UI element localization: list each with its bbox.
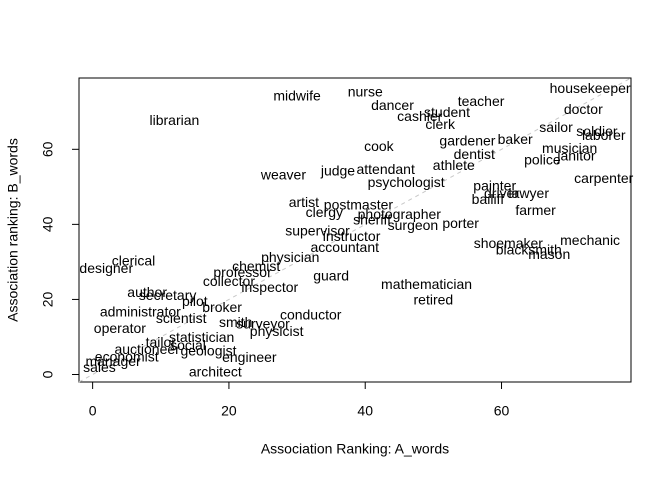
point-label: police xyxy=(524,151,561,167)
point-label: doctor xyxy=(564,101,603,117)
point-label: surveyor xyxy=(236,315,290,331)
y-tick-label: 0 xyxy=(40,370,56,378)
x-tick-label: 20 xyxy=(221,403,237,419)
point-label: laborer xyxy=(582,127,626,143)
point-label: sales xyxy=(83,359,116,375)
point-label: soldier xyxy=(576,123,618,139)
point-label: surgeon xyxy=(388,217,439,233)
reference-diagonal xyxy=(78,77,632,383)
point-label: teacher xyxy=(458,93,505,109)
point-label: athlete xyxy=(433,157,475,173)
point-label: geologist xyxy=(180,343,236,359)
point-label: broker xyxy=(202,299,242,315)
point-label: engineer xyxy=(222,349,277,365)
point-label: smith xyxy=(219,314,252,330)
point-label: weaver xyxy=(260,166,306,182)
point-label: clerk xyxy=(425,116,456,132)
point-label: psychologist xyxy=(368,174,445,190)
point-label: tailor xyxy=(146,334,177,350)
point-label: operator xyxy=(94,320,146,336)
point-label: blacksmith xyxy=(496,241,562,257)
point-label: shoemaker xyxy=(474,235,544,251)
point-label: postmaster xyxy=(324,196,394,212)
point-label: porter xyxy=(442,215,479,231)
point-label: collector xyxy=(203,273,255,289)
y-axis-title: Association ranking: B_words xyxy=(5,138,21,322)
point-label: farmer xyxy=(515,202,556,218)
point-label: clerical xyxy=(112,253,156,269)
point-label: student xyxy=(424,104,470,120)
point-label: painter xyxy=(473,178,516,194)
point-label: nurse xyxy=(348,84,383,100)
point-label: auctioneer xyxy=(114,341,180,357)
point-label: supervisor xyxy=(285,223,350,239)
point-label: photographer xyxy=(358,206,442,222)
point-label: inspector xyxy=(241,279,298,295)
point-label: attendant xyxy=(356,161,414,177)
point-label: sheriff xyxy=(353,211,391,227)
x-tick-label: 40 xyxy=(357,403,373,419)
point-label: sailor xyxy=(539,119,573,135)
point-label: baker xyxy=(498,131,533,147)
point-label: statistician xyxy=(169,329,234,345)
point-label: judge xyxy=(320,163,355,179)
point-label: chemist xyxy=(232,258,280,274)
point-label: dancer xyxy=(371,97,414,113)
point-label: janitor xyxy=(556,148,595,164)
point-label: mechanic xyxy=(560,232,620,248)
point-label: conductor xyxy=(280,306,342,322)
point-label: cook xyxy=(364,138,395,154)
point-label: gardener xyxy=(439,133,495,149)
point-label: midwife xyxy=(273,87,321,103)
point-label: professor xyxy=(213,264,272,280)
point-label: retired xyxy=(414,291,454,307)
point-label: designer xyxy=(79,260,133,276)
plot-frame xyxy=(78,77,632,383)
point-label: housekeeper xyxy=(550,80,631,96)
point-label: manager xyxy=(85,353,141,369)
point-label: pilot xyxy=(182,293,208,309)
point-label: social xyxy=(170,337,206,353)
point-label: architect xyxy=(189,363,242,379)
x-tick-label: 0 xyxy=(89,403,97,419)
point-label: physicist xyxy=(250,323,304,339)
point-label: economist xyxy=(95,348,159,364)
point-label: mathematician xyxy=(381,276,472,292)
point-label: bailiff xyxy=(472,191,505,207)
point-label: carpenter xyxy=(574,170,633,186)
point-label: cashier xyxy=(397,108,442,124)
x-tick-label: 60 xyxy=(494,403,510,419)
point-label: dentist xyxy=(454,146,495,162)
point-label: scientist xyxy=(156,310,207,326)
point-label: lawyer xyxy=(509,185,550,201)
point-label: physician xyxy=(261,249,319,265)
point-label: instructor xyxy=(323,228,381,244)
point-label: author xyxy=(127,284,167,300)
point-label: driver xyxy=(484,185,519,201)
point-label: musician xyxy=(542,140,597,156)
y-tick-label: 20 xyxy=(40,291,56,307)
point-label: accountant xyxy=(311,239,380,255)
point-label: clergy xyxy=(306,204,343,220)
point-label: guard xyxy=(313,268,349,284)
y-tick-label: 60 xyxy=(40,141,56,157)
y-tick-label: 40 xyxy=(40,216,56,232)
point-label: secretary xyxy=(139,287,197,303)
point-label: administrator xyxy=(100,303,181,319)
x-axis-title: Association Ranking: A_words xyxy=(261,441,449,457)
point-label: librarian xyxy=(150,112,200,128)
point-label: mason xyxy=(528,246,570,262)
point-label: artist xyxy=(289,194,319,210)
